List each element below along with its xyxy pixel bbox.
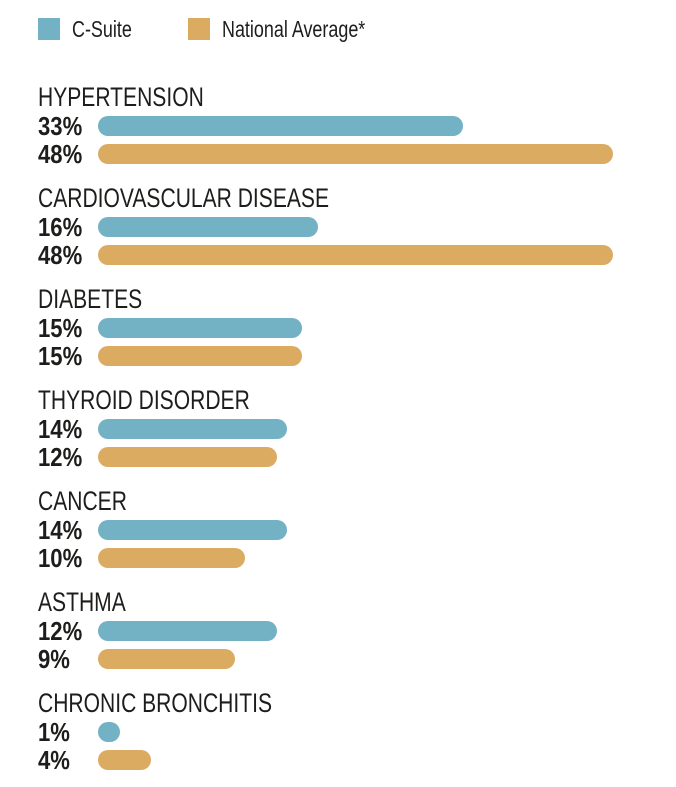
csuite-color-swatch [38, 18, 60, 40]
condition-group: HYPERTENSION 33% 48% [38, 82, 676, 169]
bar-row-csuite: 14% [38, 414, 676, 444]
bar-row-national: 10% [38, 543, 676, 573]
condition-group: DIABETES 15% 15% [38, 284, 676, 371]
csuite-bar [98, 116, 463, 136]
condition-label: CHRONIC BRONCHITIS [38, 688, 273, 718]
bar-row-csuite: 33% [38, 111, 676, 141]
bar-row-csuite: 16% [38, 212, 676, 242]
national-value-label: 48% [38, 240, 83, 270]
legend-item-national: National Average* [187, 16, 406, 42]
national-value-label: 15% [38, 341, 83, 371]
csuite-value-label: 14% [38, 515, 83, 545]
csuite-value-label: 15% [38, 313, 83, 343]
csuite-value-label: 12% [38, 616, 83, 646]
condition-label: THYROID DISORDER [38, 385, 250, 415]
condition-label: CANCER [38, 486, 127, 516]
condition-group: CANCER 14% 10% [38, 486, 676, 573]
national-bar [98, 750, 151, 770]
condition-group: CARDIOVASCULAR DISEASE 16% 48% [38, 183, 676, 270]
legend-label-csuite: C-Suite [72, 16, 132, 42]
csuite-value-label: 16% [38, 212, 83, 242]
bar-row-csuite: 14% [38, 515, 676, 545]
national-value-label: 9% [38, 644, 70, 674]
national-bar [98, 346, 302, 366]
condition-label: CARDIOVASCULAR DISEASE [38, 183, 330, 213]
bar-row-csuite: 12% [38, 616, 676, 646]
condition-label: ASTHMA [38, 587, 126, 617]
condition-label: HYPERTENSION [38, 82, 204, 112]
bar-row-csuite: 15% [38, 313, 676, 343]
bar-chart: HYPERTENSION 33% 48% CARDIOVASCULAR DISE… [38, 82, 676, 775]
csuite-bar [98, 217, 318, 237]
condition-label: DIABETES [38, 284, 143, 314]
condition-group: THYROID DISORDER 14% 12% [38, 385, 676, 472]
national-bar [98, 649, 235, 669]
csuite-bar [98, 520, 287, 540]
condition-group: ASTHMA 12% 9% [38, 587, 676, 674]
bar-row-national: 4% [38, 745, 676, 775]
national-value-label: 48% [38, 139, 83, 169]
bar-row-national: 48% [38, 240, 676, 270]
infographic: C-Suite National Average* HYPERTENSION 3… [38, 16, 676, 775]
bar-row-national: 12% [38, 442, 676, 472]
csuite-value-label: 14% [38, 414, 83, 444]
bar-row-national: 15% [38, 341, 676, 371]
csuite-bar [98, 621, 277, 641]
national-bar [98, 144, 613, 164]
chart-legend: C-Suite National Average* [38, 16, 676, 42]
national-value-label: 10% [38, 543, 83, 573]
national-value-label: 4% [38, 745, 70, 775]
bar-row-national: 48% [38, 139, 676, 169]
csuite-bar [98, 318, 302, 338]
national-bar [98, 548, 245, 568]
csuite-bar [98, 722, 120, 742]
condition-group: CHRONIC BRONCHITIS 1% 4% [38, 688, 676, 775]
national-bar [98, 245, 613, 265]
csuite-bar [98, 419, 287, 439]
national-bar [98, 447, 277, 467]
national-color-swatch [187, 18, 210, 40]
csuite-value-label: 33% [38, 111, 83, 141]
legend-label-national: National Average* [221, 16, 366, 42]
csuite-value-label: 1% [38, 717, 70, 747]
legend-item-csuite: C-Suite [38, 16, 149, 42]
bar-row-csuite: 1% [38, 717, 676, 747]
national-value-label: 12% [38, 442, 83, 472]
bar-row-national: 9% [38, 644, 676, 674]
